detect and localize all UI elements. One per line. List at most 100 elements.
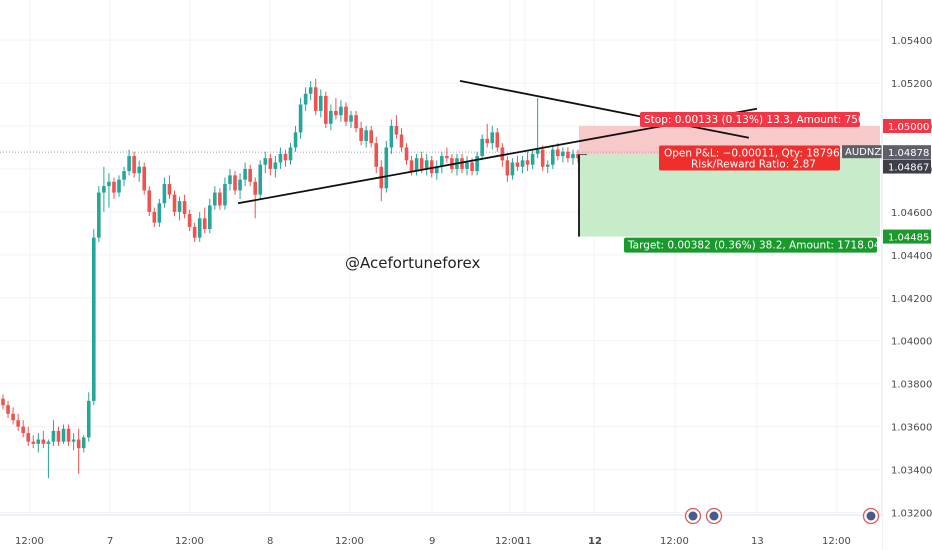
candle-body [550, 149, 555, 165]
candle [213, 186, 217, 210]
candle-body [127, 156, 131, 172]
candle-body [86, 400, 91, 438]
candle-body [253, 181, 257, 195]
candle [107, 173, 111, 208]
candle [46, 439, 51, 479]
candle-body [556, 149, 560, 157]
candle [374, 136, 379, 174]
candle-body [16, 420, 20, 427]
candle-body [26, 433, 31, 442]
candle [177, 196, 182, 221]
candle [76, 428, 81, 474]
candle-body [475, 156, 479, 172]
candle [515, 156, 520, 172]
candle-body [107, 181, 111, 187]
candle-body [233, 175, 237, 191]
candle [475, 151, 479, 176]
price-tick-label: 1.05400 [891, 36, 932, 47]
position-zones [0, 125, 880, 237]
candle [303, 87, 308, 111]
candle [480, 134, 484, 161]
candle [545, 160, 550, 174]
candle [16, 413, 20, 431]
candle-body [152, 211, 157, 223]
candle [243, 162, 247, 187]
time-tick-label: 12:00 [660, 536, 689, 547]
trendline[interactable] [459, 79, 750, 139]
candle-body [243, 168, 247, 180]
time-tick-label: 9 [429, 536, 435, 547]
candle [465, 156, 469, 176]
candle-body [535, 149, 540, 154]
candle [329, 104, 333, 131]
candle-body [339, 106, 343, 116]
candle-body [470, 162, 474, 172]
candle [389, 119, 394, 154]
candle [379, 160, 384, 202]
candle-body [434, 166, 439, 174]
candle [223, 177, 227, 210]
event-marker-icon[interactable] [862, 507, 880, 525]
candle-body [374, 143, 379, 167]
candle [102, 166, 106, 212]
candle-body [460, 158, 464, 169]
candle-body [354, 115, 358, 129]
candle-body [91, 237, 96, 401]
candle-body [349, 115, 353, 122]
candle-body [273, 162, 278, 169]
target-price-tag-bg [883, 229, 931, 244]
candle-body [329, 110, 333, 124]
candle-body [51, 430, 56, 442]
candle [127, 149, 131, 176]
time-tick-label: 12:00 [175, 536, 204, 547]
event-marker-icon[interactable] [705, 507, 723, 525]
event-marker-flag-icon [866, 511, 876, 521]
candle-body [303, 93, 308, 105]
candle [6, 400, 10, 419]
candle-body [142, 166, 147, 191]
candle-body [308, 87, 313, 94]
candle [157, 198, 162, 227]
candle [440, 151, 444, 174]
candle [288, 143, 293, 165]
candle-body [66, 428, 71, 442]
candle-body [36, 439, 41, 444]
candle [142, 162, 147, 195]
candle [359, 121, 363, 146]
candle [238, 173, 242, 199]
candle [273, 156, 278, 178]
candle [540, 145, 545, 172]
candle [550, 145, 555, 169]
candle-body [102, 186, 106, 193]
price-axis-bg [882, 0, 932, 550]
candle-body [288, 147, 293, 161]
stop-label: Stop: 0.00133 (0.13%) 13.3, Amount: 750 [644, 114, 865, 126]
candle [490, 125, 495, 150]
candle [81, 435, 86, 453]
candle [91, 229, 96, 406]
candle [152, 207, 157, 227]
candle [253, 177, 257, 219]
event-marker-flag-icon [709, 511, 719, 521]
event-marker-icon[interactable] [684, 507, 702, 525]
price-tick-label: 1.04200 [891, 294, 932, 305]
stop-price-tag: 1.05000 [888, 122, 929, 133]
candle [455, 153, 459, 176]
candle [434, 160, 439, 180]
candle [61, 424, 66, 444]
candle-body [510, 162, 515, 176]
candle [132, 151, 136, 178]
watermark: @Acefortuneforex [345, 254, 480, 272]
candle-body [515, 162, 520, 167]
candle-body [313, 87, 318, 111]
candle [414, 153, 419, 176]
candle-body [71, 439, 76, 442]
candle [207, 198, 212, 234]
candle-body [248, 168, 252, 182]
candle-body [293, 132, 298, 148]
candle-body [228, 175, 232, 184]
candle-body [485, 138, 490, 144]
position-overlay: Stop: 0.00133 (0.13%) 13.3, Amount: 750 O… [578, 111, 889, 253]
candle-body [167, 183, 172, 195]
candle-body [298, 104, 303, 133]
